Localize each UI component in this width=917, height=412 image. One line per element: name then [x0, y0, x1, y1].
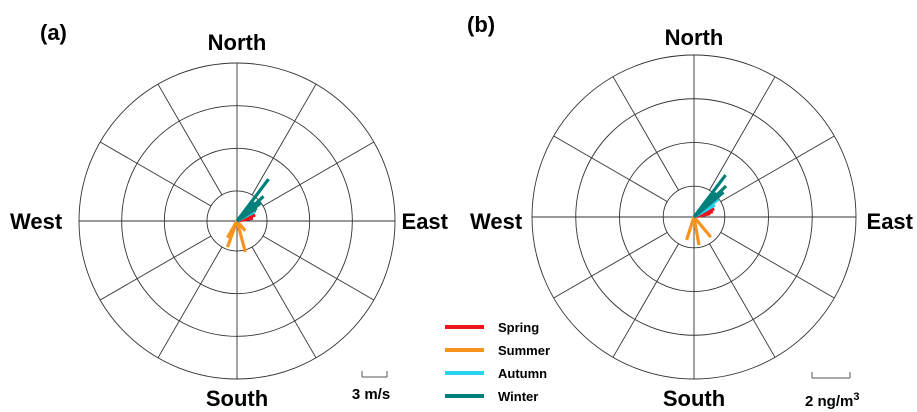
- legend-item-winter: Winter: [445, 389, 538, 404]
- polar-grid-b: [531, 54, 857, 380]
- panel-label-b: (b): [467, 12, 495, 37]
- grid-spoke-a-150: [251, 246, 317, 359]
- grid-spoke-b-300: [553, 135, 668, 202]
- legend-item-summer: Summer: [445, 343, 550, 358]
- grid-spoke-b-30: [709, 76, 776, 191]
- vector-a-winter-5: [236, 206, 258, 223]
- panel-label-a: (a): [40, 20, 67, 45]
- south-label-a: South: [206, 386, 268, 411]
- legend-item-autumn: Autumn: [445, 366, 547, 381]
- vector-b-summer-2: [692, 216, 701, 246]
- east-label-a: East: [402, 209, 449, 234]
- scale-bar-label-b-sup: 3: [853, 391, 859, 403]
- grid-spoke-a-330: [157, 83, 223, 196]
- vector-a-summer-2: [235, 220, 247, 253]
- grid-spoke-b-60: [720, 135, 835, 202]
- grid-spoke-b-120: [720, 232, 835, 299]
- legend-label-winter: Winter: [498, 389, 538, 404]
- grid-spoke-b-150: [709, 243, 776, 358]
- grid-spoke-a-120: [262, 235, 375, 301]
- vectors-a: [226, 178, 270, 253]
- grid-spoke-a-210: [157, 246, 223, 359]
- south-label-b: South: [663, 386, 725, 411]
- polar-grid-a: [78, 62, 396, 380]
- scale-bar-a: 3 m/s: [352, 371, 390, 403]
- grid-spoke-b-330: [612, 76, 679, 191]
- grid-spoke-b-240: [553, 232, 668, 299]
- vectors-b: [685, 174, 728, 246]
- west-label-a: West: [10, 209, 63, 234]
- grid-spoke-b-210: [612, 243, 679, 358]
- west-label-b: West: [470, 209, 523, 234]
- legend-label-spring: Spring: [498, 320, 539, 335]
- vector-b-summer-1: [692, 215, 713, 239]
- scale-bar-label-a: 3 m/s: [352, 386, 390, 403]
- legend: Spring Summer Autumn Winter: [445, 320, 550, 404]
- north-label-a: North: [208, 30, 267, 55]
- scale-bar-b: 2 ng/m3: [805, 372, 859, 410]
- grid-spoke-a-240: [99, 235, 212, 301]
- vector-a-summer-3: [235, 219, 247, 232]
- grid-spoke-a-300: [99, 141, 212, 207]
- north-label-b: North: [665, 25, 724, 50]
- legend-item-spring: Spring: [445, 320, 539, 335]
- scale-bar-label-b-main: 2 ng/m: [805, 393, 853, 410]
- panel-a: (a) North South East West 3 m/s: [10, 20, 449, 411]
- vector-b-summer-3: [685, 216, 696, 241]
- legend-label-autumn: Autumn: [498, 366, 547, 381]
- grid-spoke-a-30: [251, 83, 317, 196]
- legend-label-summer: Summer: [498, 343, 550, 358]
- scale-bar-label-b: 2 ng/m3: [805, 391, 859, 410]
- vector-b-winter-4: [692, 191, 718, 219]
- vector-a-summer-4: [226, 220, 239, 239]
- panel-b: (b) North South East West 2 ng/m3: [467, 12, 914, 411]
- east-label-b: East: [867, 209, 914, 234]
- grid-spoke-a-60: [262, 141, 375, 207]
